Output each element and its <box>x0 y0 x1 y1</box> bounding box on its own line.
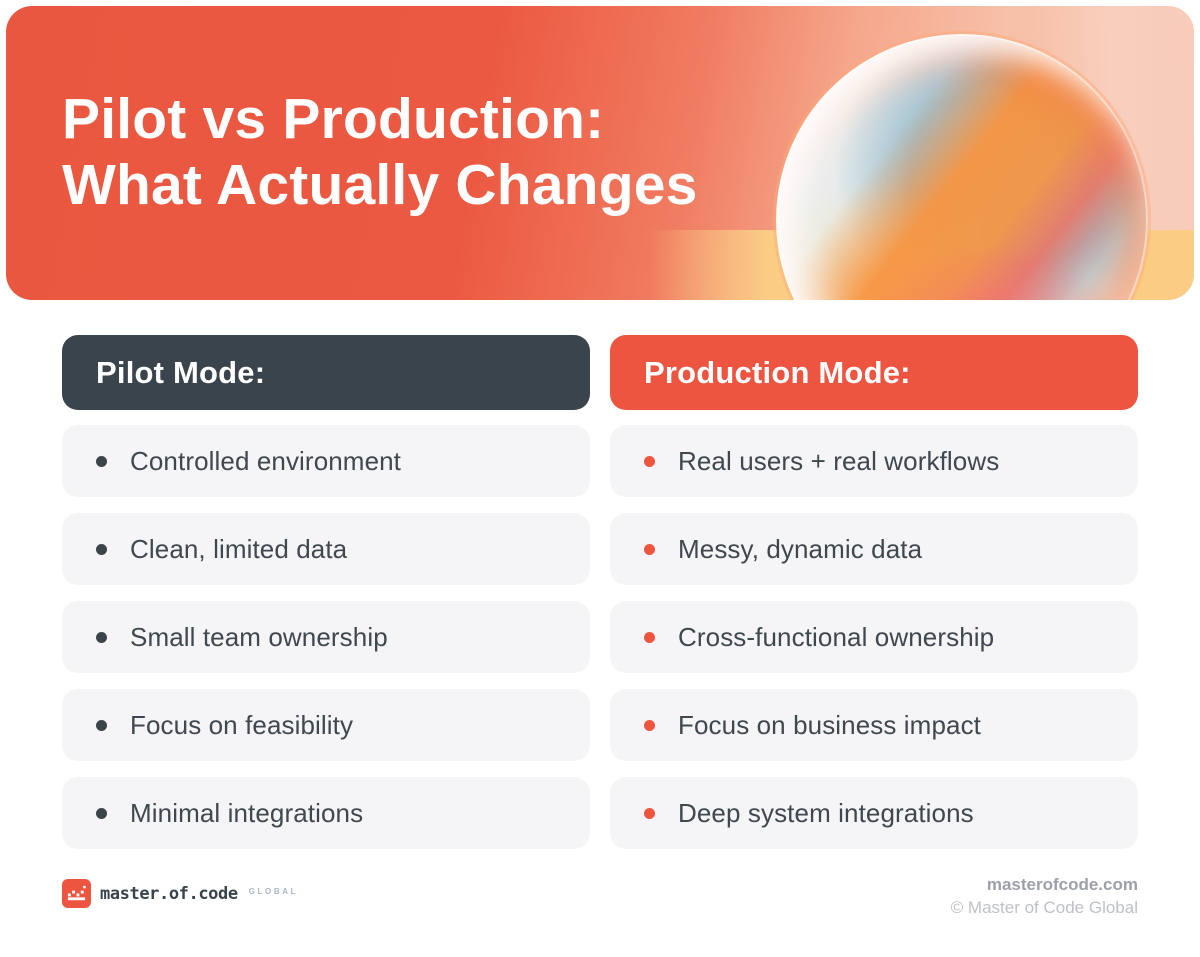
bullet-dot-icon <box>96 543 107 555</box>
column-production-mode: Production Mode: Real users + real workf… <box>610 335 1138 865</box>
list-item-label: Small team ownership <box>130 621 388 652</box>
list-item-label: Minimal integrations <box>130 797 364 828</box>
list-item-label: Clean, limited data <box>130 533 348 564</box>
production-mode-header-label: Production Mode: <box>644 354 911 390</box>
brand-logo: master.of.code GLOBAL <box>62 879 298 908</box>
pilot-mode-header-label: Pilot Mode: <box>96 354 266 390</box>
page-title-line-2: What Actually Changes <box>62 153 698 218</box>
bullet-dot-icon <box>96 455 107 467</box>
footer-credits: masterofcode.com © Master of Code Global <box>951 874 1138 919</box>
bullet-dot-icon <box>644 543 655 555</box>
production-mode-header: Production Mode: <box>610 335 1138 410</box>
list-item: Controlled environment <box>62 425 590 497</box>
copyright-text: © Master of Code Global <box>950 898 1138 918</box>
list-item-label: Real users + real workflows <box>678 445 1000 476</box>
bullet-dot-icon <box>644 455 655 467</box>
list-item-label: Focus on feasibility <box>130 709 354 740</box>
list-item: Messy, dynamic data <box>610 513 1138 585</box>
list-item: Small team ownership <box>62 601 590 673</box>
bullet-dot-icon <box>96 719 107 731</box>
list-item: Real users + real workflows <box>610 425 1138 497</box>
logo-global-label: GLOBAL <box>248 887 299 896</box>
list-item: Clean, limited data <box>62 513 590 585</box>
list-item: Cross-functional ownership <box>610 601 1138 673</box>
column-pilot-mode: Pilot Mode: Controlled environment Clean… <box>62 335 590 865</box>
logo-wordmark: master.of.code <box>100 883 238 904</box>
page-title: Pilot vs Production: What Actually Chang… <box>62 86 698 218</box>
logo-square <box>62 879 91 908</box>
page-title-line-1: Pilot vs Production: <box>62 87 605 151</box>
list-item: Deep system integrations <box>610 777 1138 849</box>
pixel-crown-icon <box>67 885 86 901</box>
bullet-dot-icon <box>96 631 107 643</box>
list-item-label: Messy, dynamic data <box>678 533 923 564</box>
bullet-dot-icon <box>644 807 655 819</box>
website-url: masterofcode.com <box>986 875 1138 894</box>
list-item: Focus on business impact <box>610 689 1138 761</box>
list-item-label: Focus on business impact <box>678 709 981 740</box>
glass-sphere-image <box>773 31 1151 300</box>
bullet-dot-icon <box>644 719 655 731</box>
pilot-mode-header: Pilot Mode: <box>62 335 590 410</box>
bullet-dot-icon <box>644 631 655 643</box>
list-item-label: Deep system integrations <box>678 797 974 828</box>
list-item-label: Controlled environment <box>130 445 402 476</box>
list-item-label: Cross-functional ownership <box>678 621 995 652</box>
list-item: Focus on feasibility <box>62 689 590 761</box>
list-item: Minimal integrations <box>62 777 590 849</box>
comparison-columns: Pilot Mode: Controlled environment Clean… <box>62 335 1138 865</box>
bullet-dot-icon <box>96 807 107 819</box>
header-banner: Pilot vs Production: What Actually Chang… <box>6 6 1194 300</box>
